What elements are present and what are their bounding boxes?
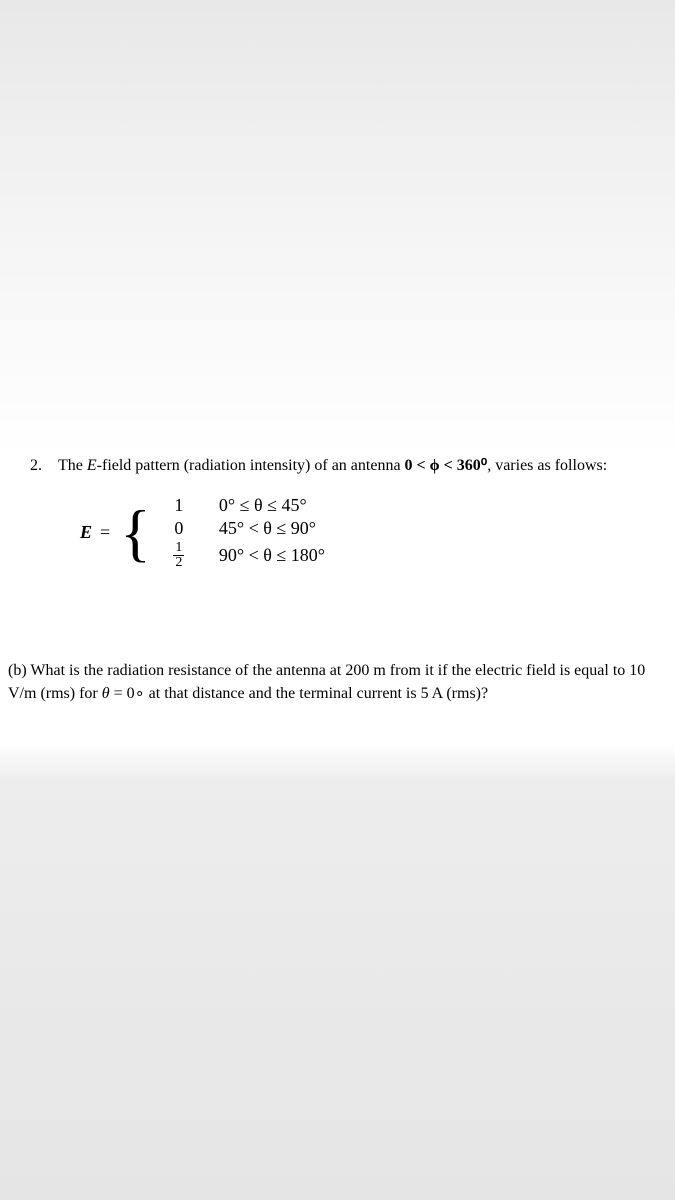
case-value-1: 1 [159, 495, 199, 516]
equation-equals: = [100, 522, 110, 543]
case-condition-3: 90° < θ ≤ 180° [219, 545, 325, 566]
intro-text-2: -field pattern (radiation intensity) of … [97, 457, 405, 474]
phi-range: 0 < ϕ < 360⁰ [405, 457, 488, 474]
case-condition-2: 45° < θ ≤ 90° [219, 518, 316, 539]
intro-text-1: The [58, 457, 87, 474]
equation-lhs: E [80, 522, 92, 543]
problem-content: 2. The E-field pattern (radiation intens… [0, 455, 675, 705]
case-condition-1: 0° ≤ θ ≤ 45° [219, 495, 307, 516]
problem-header: 2. The E-field pattern (radiation intens… [0, 455, 675, 477]
case-value-2: 0 [159, 518, 199, 539]
fraction-numerator: 1 [173, 541, 184, 556]
intro-text-3: , varies as follows: [487, 457, 607, 474]
case-row-2: 0 45° < θ ≤ 90° [159, 518, 325, 539]
equation-block: E = { 1 0° ≤ θ ≤ 45° 0 45° < θ ≤ 90° 1 2… [80, 495, 675, 570]
intro-italic-e: E [87, 457, 97, 474]
problem-intro: The E-field pattern (radiation intensity… [58, 455, 645, 477]
case-row-3: 1 2 90° < θ ≤ 180° [159, 541, 325, 570]
problem-number: 2. [30, 455, 58, 477]
fraction-half: 1 2 [173, 541, 184, 570]
fraction-denominator: 2 [173, 556, 184, 570]
part-b-question: (b) What is the radiation resistance of … [0, 660, 675, 705]
part-b-text-2: = 0∘ at that distance and the terminal c… [110, 685, 488, 702]
case-value-3: 1 2 [159, 541, 199, 570]
left-brace-icon: { [120, 504, 151, 562]
case-row-1: 1 0° ≤ θ ≤ 45° [159, 495, 325, 516]
equation-cases: 1 0° ≤ θ ≤ 45° 0 45° < θ ≤ 90° 1 2 90° <… [159, 495, 325, 570]
theta-symbol: θ [102, 685, 110, 702]
